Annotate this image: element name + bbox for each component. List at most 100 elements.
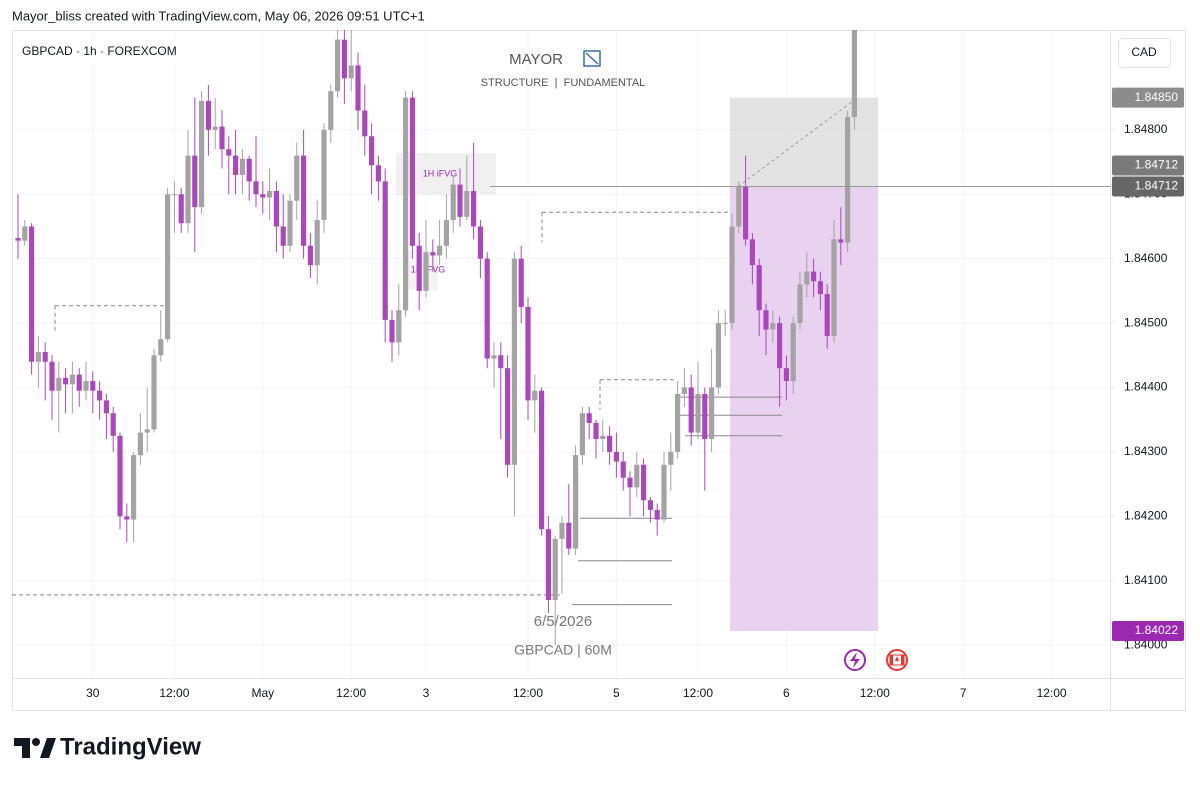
x-tick-label: 5	[613, 686, 620, 700]
candle-body	[484, 258, 490, 359]
candle-body	[396, 310, 402, 343]
candle-body	[763, 310, 769, 330]
candle-body	[804, 271, 810, 285]
candle-body	[783, 368, 789, 382]
candle-body	[545, 529, 551, 601]
y-tick-label: 1.84400	[1124, 380, 1168, 394]
candle-body	[586, 413, 592, 423]
candle-body	[416, 245, 422, 291]
candle-body	[443, 220, 449, 246]
candle-body	[607, 435, 613, 452]
candle-body	[770, 323, 776, 330]
candle-body	[675, 393, 681, 452]
x-tick-label: 12:00	[159, 686, 189, 700]
candle-body	[171, 194, 177, 196]
candle-body	[688, 387, 694, 433]
candle-body	[498, 355, 504, 369]
candle-body	[797, 284, 803, 324]
candle-body	[518, 258, 524, 307]
candle-body	[273, 191, 279, 227]
candle-body	[845, 116, 851, 243]
watermark-subtitle: STRUCTURE | FUNDAMENTAL	[481, 77, 646, 89]
candle-body	[246, 158, 252, 182]
candle-body	[314, 220, 320, 266]
overlay	[490, 99, 1110, 188]
candle-body	[103, 400, 109, 414]
candle-body	[559, 522, 565, 539]
candle-body	[199, 100, 205, 208]
annotation: GBPCAD | 60M	[514, 642, 612, 658]
candle-body	[301, 155, 307, 246]
candle-body	[593, 422, 599, 440]
candle-body	[260, 194, 266, 198]
candle-body	[831, 239, 837, 336]
x-tick-label: 12:00	[860, 686, 890, 700]
candle-body	[328, 91, 334, 130]
candle-body	[382, 181, 388, 320]
y-tick-label: 1.84800	[1124, 122, 1168, 136]
candle-body	[430, 252, 436, 256]
candle-body	[491, 355, 497, 359]
candle-body	[641, 464, 647, 501]
candle-body	[579, 413, 585, 456]
candle-body	[736, 186, 742, 227]
price-badge	[1112, 620, 1184, 641]
y-tick-label: 1.84500	[1124, 315, 1168, 329]
candle-body	[29, 226, 35, 362]
candle-body	[192, 155, 198, 208]
candle-body	[654, 509, 660, 520]
candle-body	[722, 323, 728, 325]
y-tick-label: 1.84100	[1124, 573, 1168, 587]
candle-body	[69, 374, 75, 385]
brand-logo	[14, 738, 56, 758]
event-icon[interactable]	[886, 649, 908, 671]
candle-body	[369, 136, 375, 166]
candle-body	[287, 200, 293, 246]
event-icon[interactable]	[844, 649, 866, 671]
candle-body	[695, 393, 701, 433]
candle-body	[63, 377, 69, 385]
header: Mayor_bliss created with TradingView.com…	[12, 8, 425, 23]
currency-button[interactable]	[1118, 38, 1171, 68]
candle-body	[715, 323, 721, 388]
candle-body	[661, 464, 667, 520]
candle-body	[375, 165, 381, 182]
candle-body	[280, 226, 286, 246]
zone-label: 1H iFVG	[423, 168, 458, 178]
x-tick-label: 30	[86, 686, 100, 700]
price-badge-label: 1.84712	[1135, 179, 1179, 193]
candle-body	[56, 377, 62, 391]
candle-body	[226, 149, 232, 156]
candle-body	[362, 110, 368, 137]
candle-body	[824, 294, 830, 336]
candle-body	[749, 239, 755, 266]
candle-body	[253, 181, 259, 195]
candle-body	[212, 126, 218, 130]
candle-body	[348, 65, 354, 79]
candle-body	[600, 435, 606, 440]
candle-body	[355, 65, 361, 111]
candle-body	[165, 194, 171, 340]
candle-body	[341, 39, 347, 79]
candle-body	[668, 451, 674, 465]
candle-body	[450, 184, 456, 221]
candle-body	[83, 381, 89, 391]
candle-body	[35, 352, 41, 362]
candle-body	[49, 361, 55, 391]
candle-body	[294, 155, 300, 201]
position-diagonal	[737, 99, 856, 187]
candle-body	[532, 390, 538, 401]
candle-body	[817, 281, 823, 295]
candle-body	[239, 158, 245, 175]
candle-body	[307, 245, 313, 266]
candle-body	[185, 155, 191, 224]
candle-body	[437, 245, 443, 256]
price-badge-label: 1.84850	[1135, 90, 1179, 104]
price-badge	[1112, 176, 1184, 197]
candle-body	[457, 184, 463, 217]
candle-body	[321, 129, 327, 221]
candle-body	[620, 461, 626, 478]
candle-body	[464, 191, 470, 217]
